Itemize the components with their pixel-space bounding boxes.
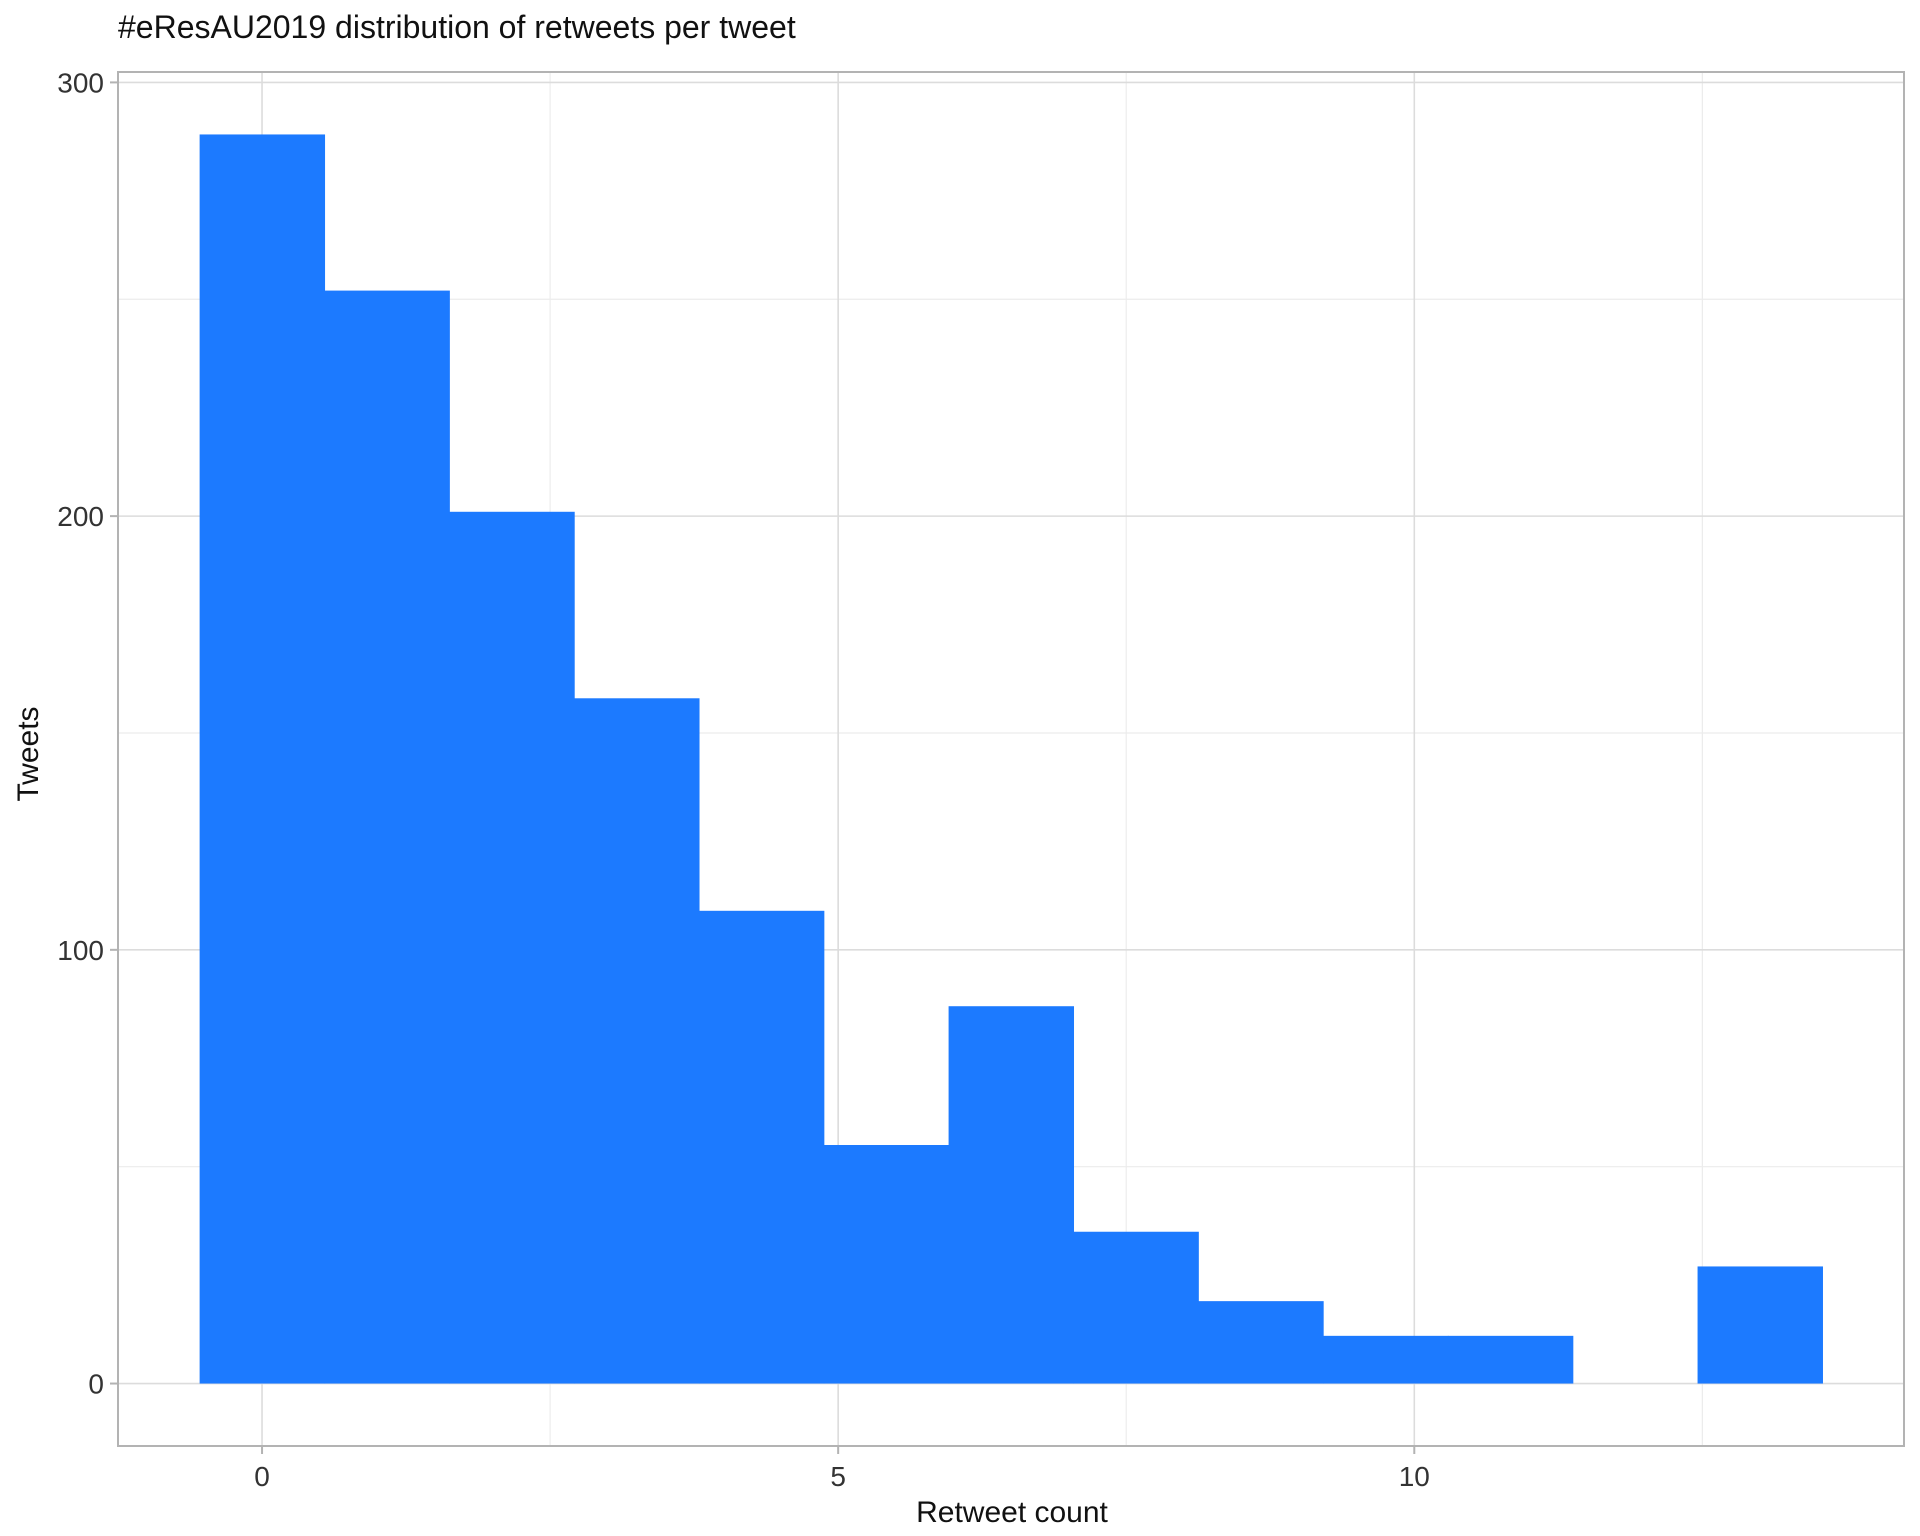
x-tick-label: 0 bbox=[254, 1461, 270, 1492]
histogram-bar bbox=[1073, 1231, 1199, 1384]
chart-title: #eResAU2019 distribution of retweets per… bbox=[118, 9, 796, 45]
histogram-bar bbox=[1198, 1301, 1324, 1384]
histogram-bar bbox=[1697, 1266, 1823, 1384]
y-tick-label: 0 bbox=[88, 1369, 104, 1400]
x-tick-label: 5 bbox=[830, 1461, 846, 1492]
histogram-bars bbox=[199, 134, 1823, 1384]
y-tick-label: 100 bbox=[57, 935, 104, 966]
axis-ticks bbox=[110, 81, 1416, 1454]
histogram-bar bbox=[449, 511, 575, 1384]
y-axis-title: Tweets bbox=[12, 706, 45, 801]
x-tick-label: 10 bbox=[1399, 1461, 1430, 1492]
histogram-bar bbox=[1323, 1335, 1449, 1384]
histogram-bar bbox=[823, 1145, 950, 1384]
histogram-bar bbox=[324, 290, 450, 1384]
histogram-bar bbox=[698, 910, 825, 1384]
y-tick-label: 300 bbox=[57, 67, 104, 98]
histogram-bar bbox=[199, 134, 326, 1384]
histogram-bar bbox=[948, 1006, 1075, 1384]
histogram-bar bbox=[1447, 1335, 1574, 1384]
y-tick-label: 200 bbox=[57, 501, 104, 532]
x-axis-title: Retweet count bbox=[916, 1496, 1108, 1529]
plot-panel-border bbox=[117, 71, 1905, 1447]
histogram-bar bbox=[574, 698, 700, 1384]
